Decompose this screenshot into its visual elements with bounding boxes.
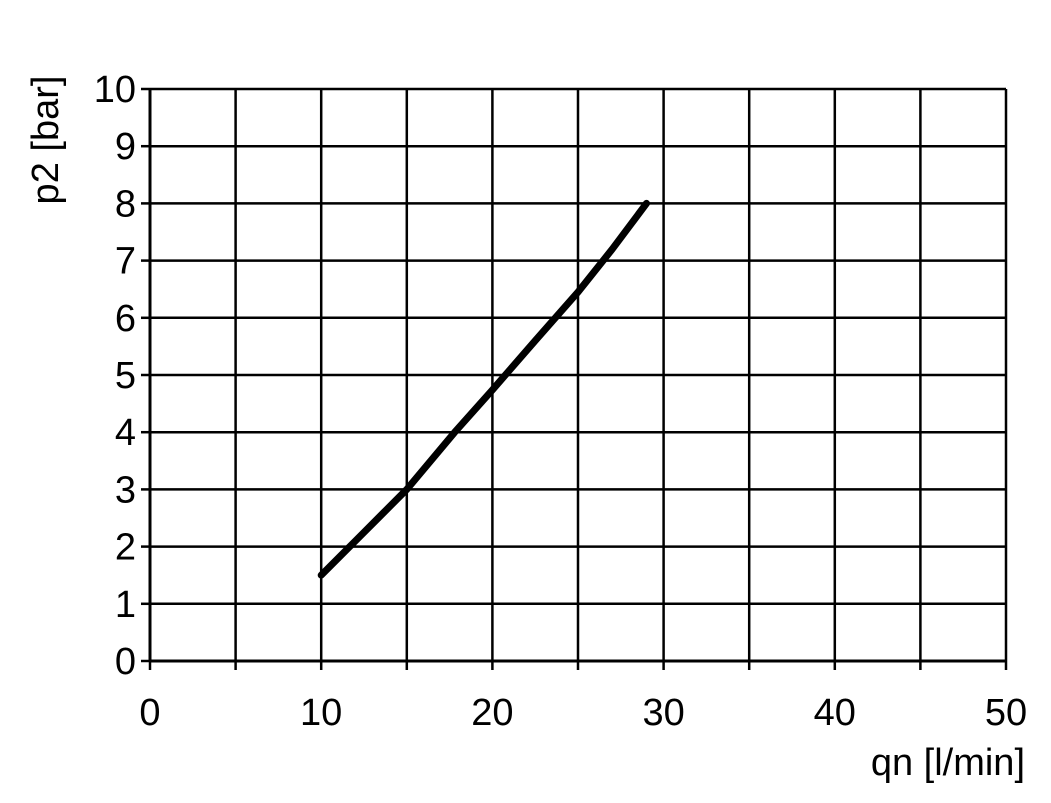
x-tick-label: 10 [300,692,342,734]
series [317,199,650,579]
y-tick-label: 5 [115,355,136,397]
x-tick-label: 20 [471,692,513,734]
y-tick-label: 10 [94,69,136,111]
x-tick-label: 0 [139,692,160,734]
y-tick-label: 0 [115,641,136,683]
x-tick-label: 40 [814,692,856,734]
y-tick-label: 8 [115,183,136,225]
y-tick-label: 7 [115,241,136,283]
x-axis-label: qn [l/min] [871,742,1025,784]
y-tick-label: 2 [115,527,136,569]
y-axis-label: p2 [bar] [25,76,67,205]
x-tick-label: 30 [642,692,684,734]
x-tick-label: 50 [985,692,1027,734]
y-tick-labels: 0 1 2 3 4 5 6 7 8 9 10 [94,69,136,683]
axes [141,87,1008,670]
x-tick-labels: 0 10 20 30 40 50 [139,692,1027,734]
y-tick-label: 4 [115,412,136,454]
y-tick-label: 6 [115,298,136,340]
y-tick-label: 1 [115,584,136,626]
grid [148,87,1008,663]
series-line [317,199,650,579]
y-tick-label: 9 [115,126,136,168]
y-tick-label: 3 [115,469,136,511]
